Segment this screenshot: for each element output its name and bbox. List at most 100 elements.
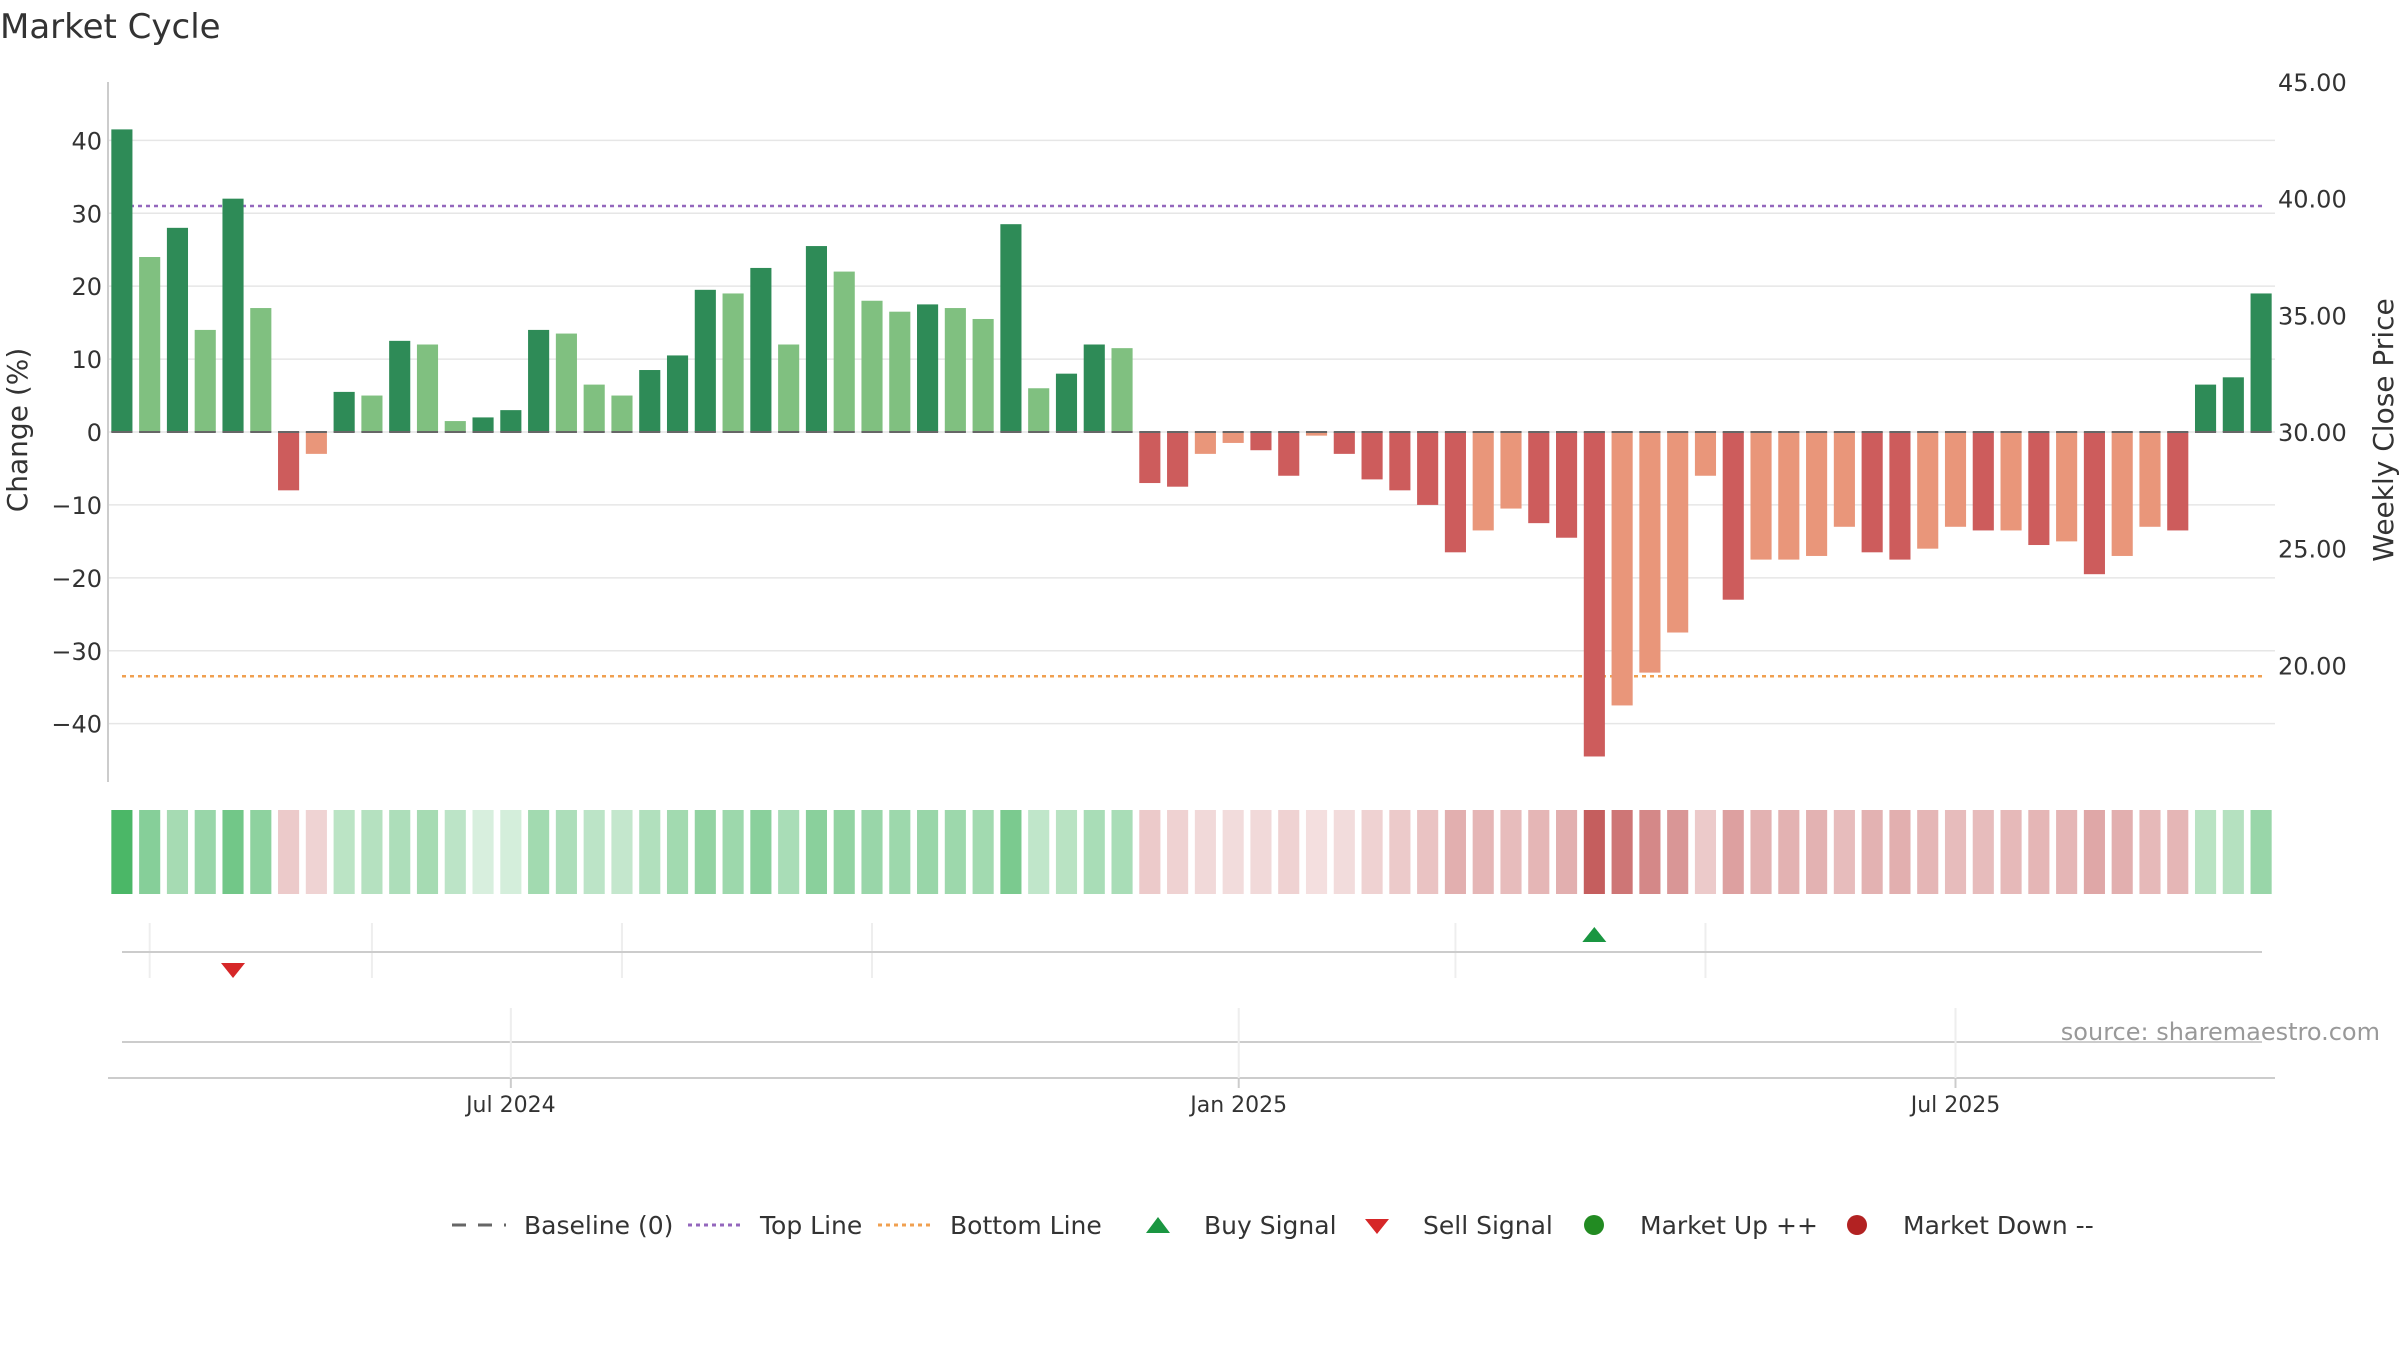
- legend-symbol-circle: [1847, 1215, 1867, 1235]
- heat-cell: [1139, 810, 1161, 894]
- bar: [1083, 344, 1105, 432]
- bar: [472, 417, 494, 432]
- bar: [2028, 432, 2050, 546]
- heat-cell: [444, 810, 466, 894]
- heat-cell: [1222, 810, 1244, 894]
- heat-cell: [805, 810, 827, 894]
- heat-cell: [1472, 810, 1494, 894]
- bar: [2222, 377, 2244, 432]
- legend-symbol-sell: [1365, 1219, 1389, 1234]
- legend-symbol-buy: [1146, 1217, 1170, 1233]
- x-tick-label: Jul 2024: [464, 1093, 556, 1118]
- y-tick-label: −40: [51, 711, 102, 739]
- legend-label: Buy Signal: [1204, 1211, 1337, 1240]
- bar: [166, 227, 189, 432]
- heat-cell: [1000, 810, 1022, 894]
- chart-title: Market Cycle: [0, 7, 221, 47]
- bar: [1528, 432, 1550, 524]
- bar: [1111, 348, 1133, 432]
- bar: [1556, 432, 1578, 538]
- heat-cell: [1528, 810, 1550, 894]
- y-tick-label: −10: [51, 492, 102, 520]
- bar: [416, 344, 439, 432]
- y2-tick-label: 40.00: [2278, 186, 2347, 214]
- heat-cell: [1889, 810, 1911, 894]
- bar: [2167, 432, 2189, 531]
- heat-cell: [917, 810, 939, 894]
- bar: [750, 267, 772, 432]
- signals-layer: [122, 923, 2262, 978]
- heat-cell: [694, 810, 716, 894]
- bar: [1500, 432, 1522, 509]
- axis-layer: 40 30 20 10 0 −10 −20 −30 −40 45.00 40.00 35.00 30.0…: [51, 69, 2346, 1118]
- heat-cell: [2083, 810, 2105, 894]
- bar: [1472, 432, 1494, 531]
- bars-layer: [111, 129, 2272, 757]
- heat-cell: [1305, 810, 1328, 894]
- bar: [555, 333, 577, 432]
- heat-cell: [416, 810, 439, 894]
- bar: [1639, 432, 1661, 673]
- y-tick-label: −30: [51, 638, 102, 666]
- heat-cell: [2028, 810, 2050, 894]
- bar: [1139, 432, 1161, 484]
- heat-cell: [1611, 810, 1633, 894]
- legend-label: Baseline (0): [524, 1211, 673, 1240]
- heat-cell: [1389, 810, 1411, 894]
- heat-cell: [166, 810, 189, 894]
- bar: [1750, 432, 1772, 560]
- bar: [1167, 432, 1189, 487]
- bar: [250, 308, 272, 432]
- heat-cell: [139, 810, 161, 894]
- bar: [944, 308, 966, 432]
- heat-cell: [2056, 810, 2078, 894]
- bar: [222, 198, 244, 432]
- heat-cell: [889, 810, 911, 894]
- bar: [611, 395, 633, 432]
- bar: [1194, 432, 1216, 454]
- heat-cell: [305, 810, 327, 894]
- bar: [1361, 432, 1383, 480]
- bar: [500, 410, 522, 432]
- y-tick-label: −20: [51, 565, 102, 593]
- bar: [694, 289, 716, 432]
- bar: [194, 329, 216, 432]
- heat-cell: [611, 810, 633, 894]
- heat-cell: [1583, 810, 1605, 894]
- bar: [972, 318, 994, 432]
- bar: [1278, 432, 1300, 476]
- grid-layer: [108, 139, 2275, 725]
- heat-cell: [2139, 810, 2161, 894]
- heat-cell: [1361, 810, 1383, 894]
- legend-label: Market Down --: [1903, 1211, 2094, 1240]
- bar: [278, 432, 300, 491]
- heat-cell: [750, 810, 772, 894]
- heat-cell: [1778, 810, 1800, 894]
- bar: [889, 311, 911, 432]
- heat-cell: [1944, 810, 1967, 894]
- bar: [861, 300, 883, 432]
- y-tick-label: 20: [71, 273, 102, 301]
- bar: [1722, 432, 1744, 600]
- y2-axis-label: Weekly Close Price: [2367, 298, 2400, 561]
- bar: [1889, 432, 1911, 560]
- heat-cell: [639, 810, 661, 894]
- bar: [444, 421, 466, 432]
- heat-cell: [2111, 810, 2133, 894]
- bar: [1583, 432, 1605, 757]
- bar: [1778, 432, 1800, 560]
- y-axis-label: Change (%): [1, 348, 34, 513]
- bar: [333, 391, 355, 432]
- heat-cell: [1556, 810, 1578, 894]
- heat-cell: [1667, 810, 1689, 894]
- legend-label: Market Up ++: [1640, 1211, 1818, 1240]
- heat-cell: [1194, 810, 1216, 894]
- heat-cell: [222, 810, 244, 894]
- bar: [111, 129, 133, 433]
- legend-label: Sell Signal: [1423, 1211, 1553, 1240]
- heat-cell: [2000, 810, 2022, 894]
- heat-cell: [861, 810, 883, 894]
- bar: [1833, 432, 1855, 527]
- bar: [528, 329, 550, 432]
- bar: [722, 293, 744, 432]
